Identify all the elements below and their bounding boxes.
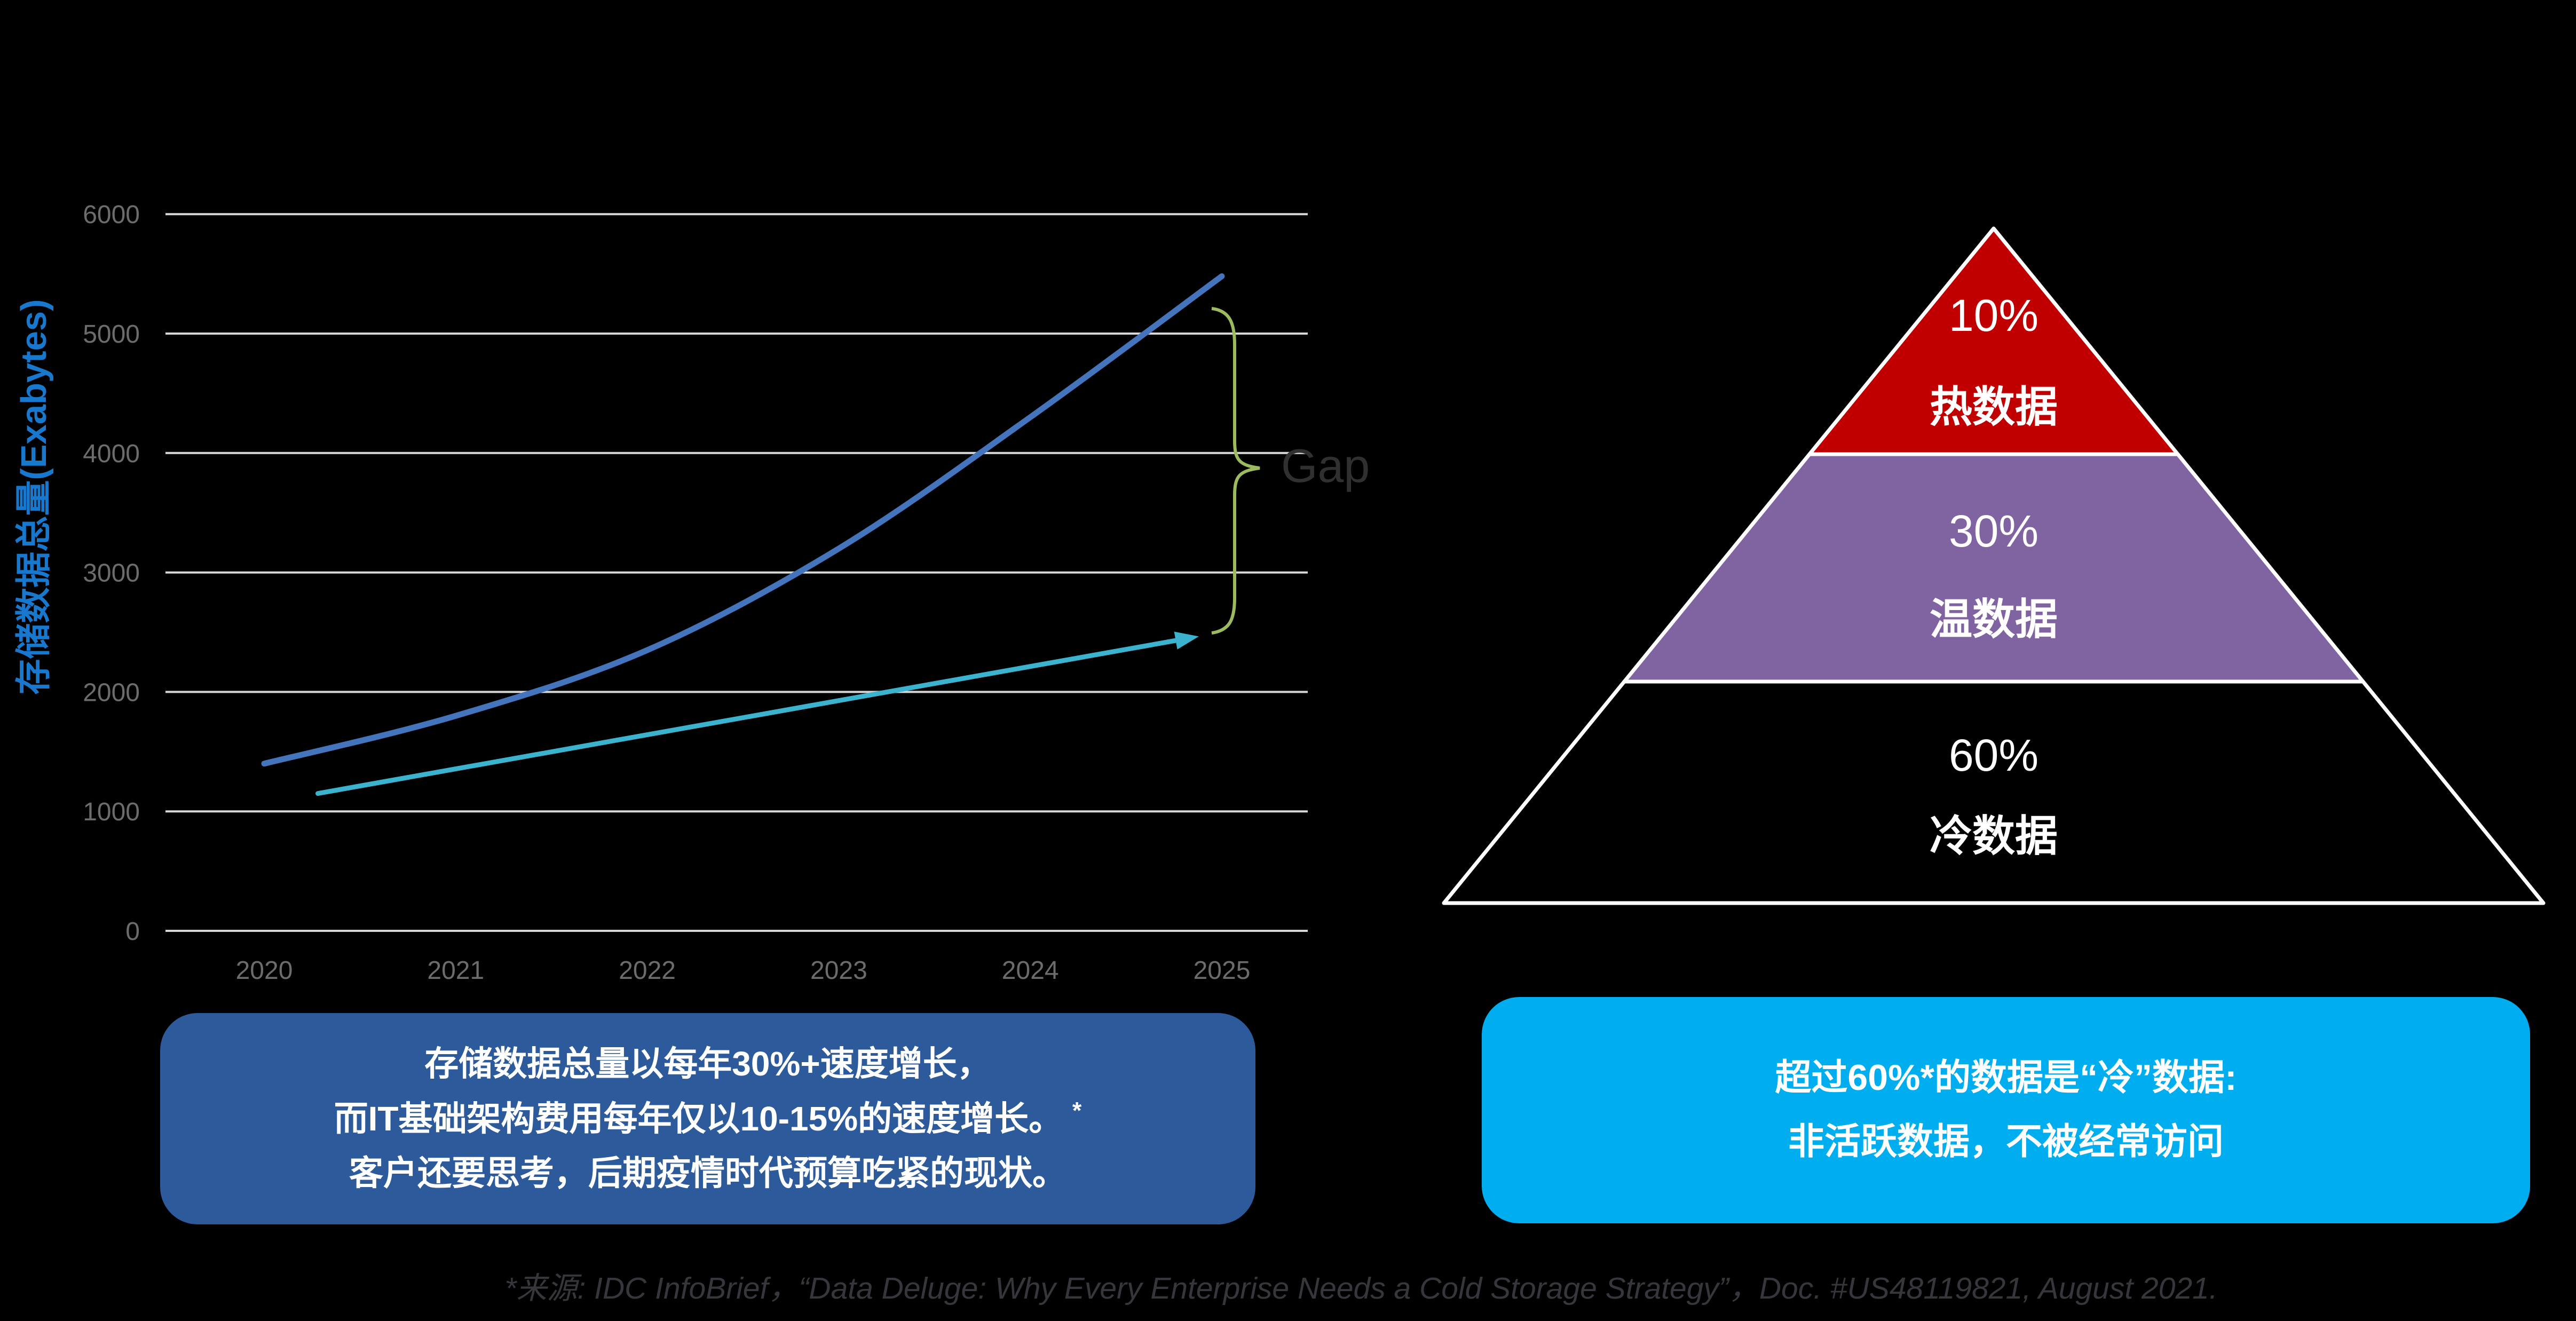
chart-gridlines xyxy=(165,213,1308,932)
x-tick-label: 2021 xyxy=(427,956,484,985)
pyramid-tier-warm xyxy=(1622,452,2365,684)
y-tick-label: 6000 xyxy=(83,201,140,229)
chart-axis-labels: 0 1000 2000 3000 4000 5000 6000 2020 2021 2022 202… xyxy=(83,201,1250,985)
y-tick-label: 1000 xyxy=(83,798,140,826)
gap-label: Gap xyxy=(1281,439,1370,492)
pyramid-hot-label: 热数据 xyxy=(1930,383,2058,431)
left-callout-box: 存储数据总量以每年30%+速度增长， 而IT基础架构费用每年仅以10-15%的速… xyxy=(160,1013,1255,1224)
pyramid-hot-percent: 10% xyxy=(1949,290,2038,341)
footnote-asterisk: * xyxy=(1072,1097,1082,1124)
x-tick-label: 2020 xyxy=(236,956,293,985)
chart-series xyxy=(261,273,1225,796)
blue-growth-line xyxy=(261,273,1225,767)
cyan-arrow-line xyxy=(315,636,1188,796)
right-callout-box: 超过60%*的数据是“冷”数据: 非活跃数据，不被经常访问 xyxy=(1482,997,2530,1223)
cyan-arrow-line-arrowhead xyxy=(1174,631,1199,650)
left-callout-line2: 而IT基础架构费用每年仅以10-15%的速度增长。 * xyxy=(334,1097,1082,1138)
y-tick-label: 2000 xyxy=(83,678,140,707)
pyramid-warm-percent: 30% xyxy=(1949,506,2038,556)
x-tick-label: 2024 xyxy=(1002,956,1059,985)
gap-brace xyxy=(1211,307,1260,635)
y-tick-label: 0 xyxy=(125,917,140,946)
y-tick-label: 4000 xyxy=(83,440,140,468)
x-tick-label: 2025 xyxy=(1194,956,1251,985)
y-tick-label: 5000 xyxy=(83,320,140,349)
pyramid-tier-cold xyxy=(1442,679,2546,905)
pyramid-cold-percent: 60% xyxy=(1949,730,2038,780)
x-tick-label: 2023 xyxy=(810,956,867,985)
pyramid-warm-label: 温数据 xyxy=(1930,596,2058,643)
left-callout-line3: 客户还要思考，后期疫情时代预算吃紧的现状。 xyxy=(349,1154,1066,1193)
pyramid-cold-label: 冷数据 xyxy=(1930,812,2058,860)
data-pyramid: 10% 热数据 30% 温数据 60% 冷数据 xyxy=(1442,226,2546,905)
right-callout-line2: 非活跃数据，不被经常访问 xyxy=(1788,1121,2224,1162)
x-tick-label: 2022 xyxy=(619,956,676,985)
y-axis-title: 存储数据总量(Exabytes) xyxy=(14,299,54,695)
source-note: *来源: IDC InfoBrief，“Data Deluge: Why Eve… xyxy=(504,1271,2218,1306)
y-tick-label: 3000 xyxy=(83,559,140,588)
right-callout-line1: 超过60%*的数据是“冷”数据: xyxy=(1775,1057,2237,1098)
left-callout-line1: 存储数据总量以每年30%+速度增长， xyxy=(424,1045,991,1083)
